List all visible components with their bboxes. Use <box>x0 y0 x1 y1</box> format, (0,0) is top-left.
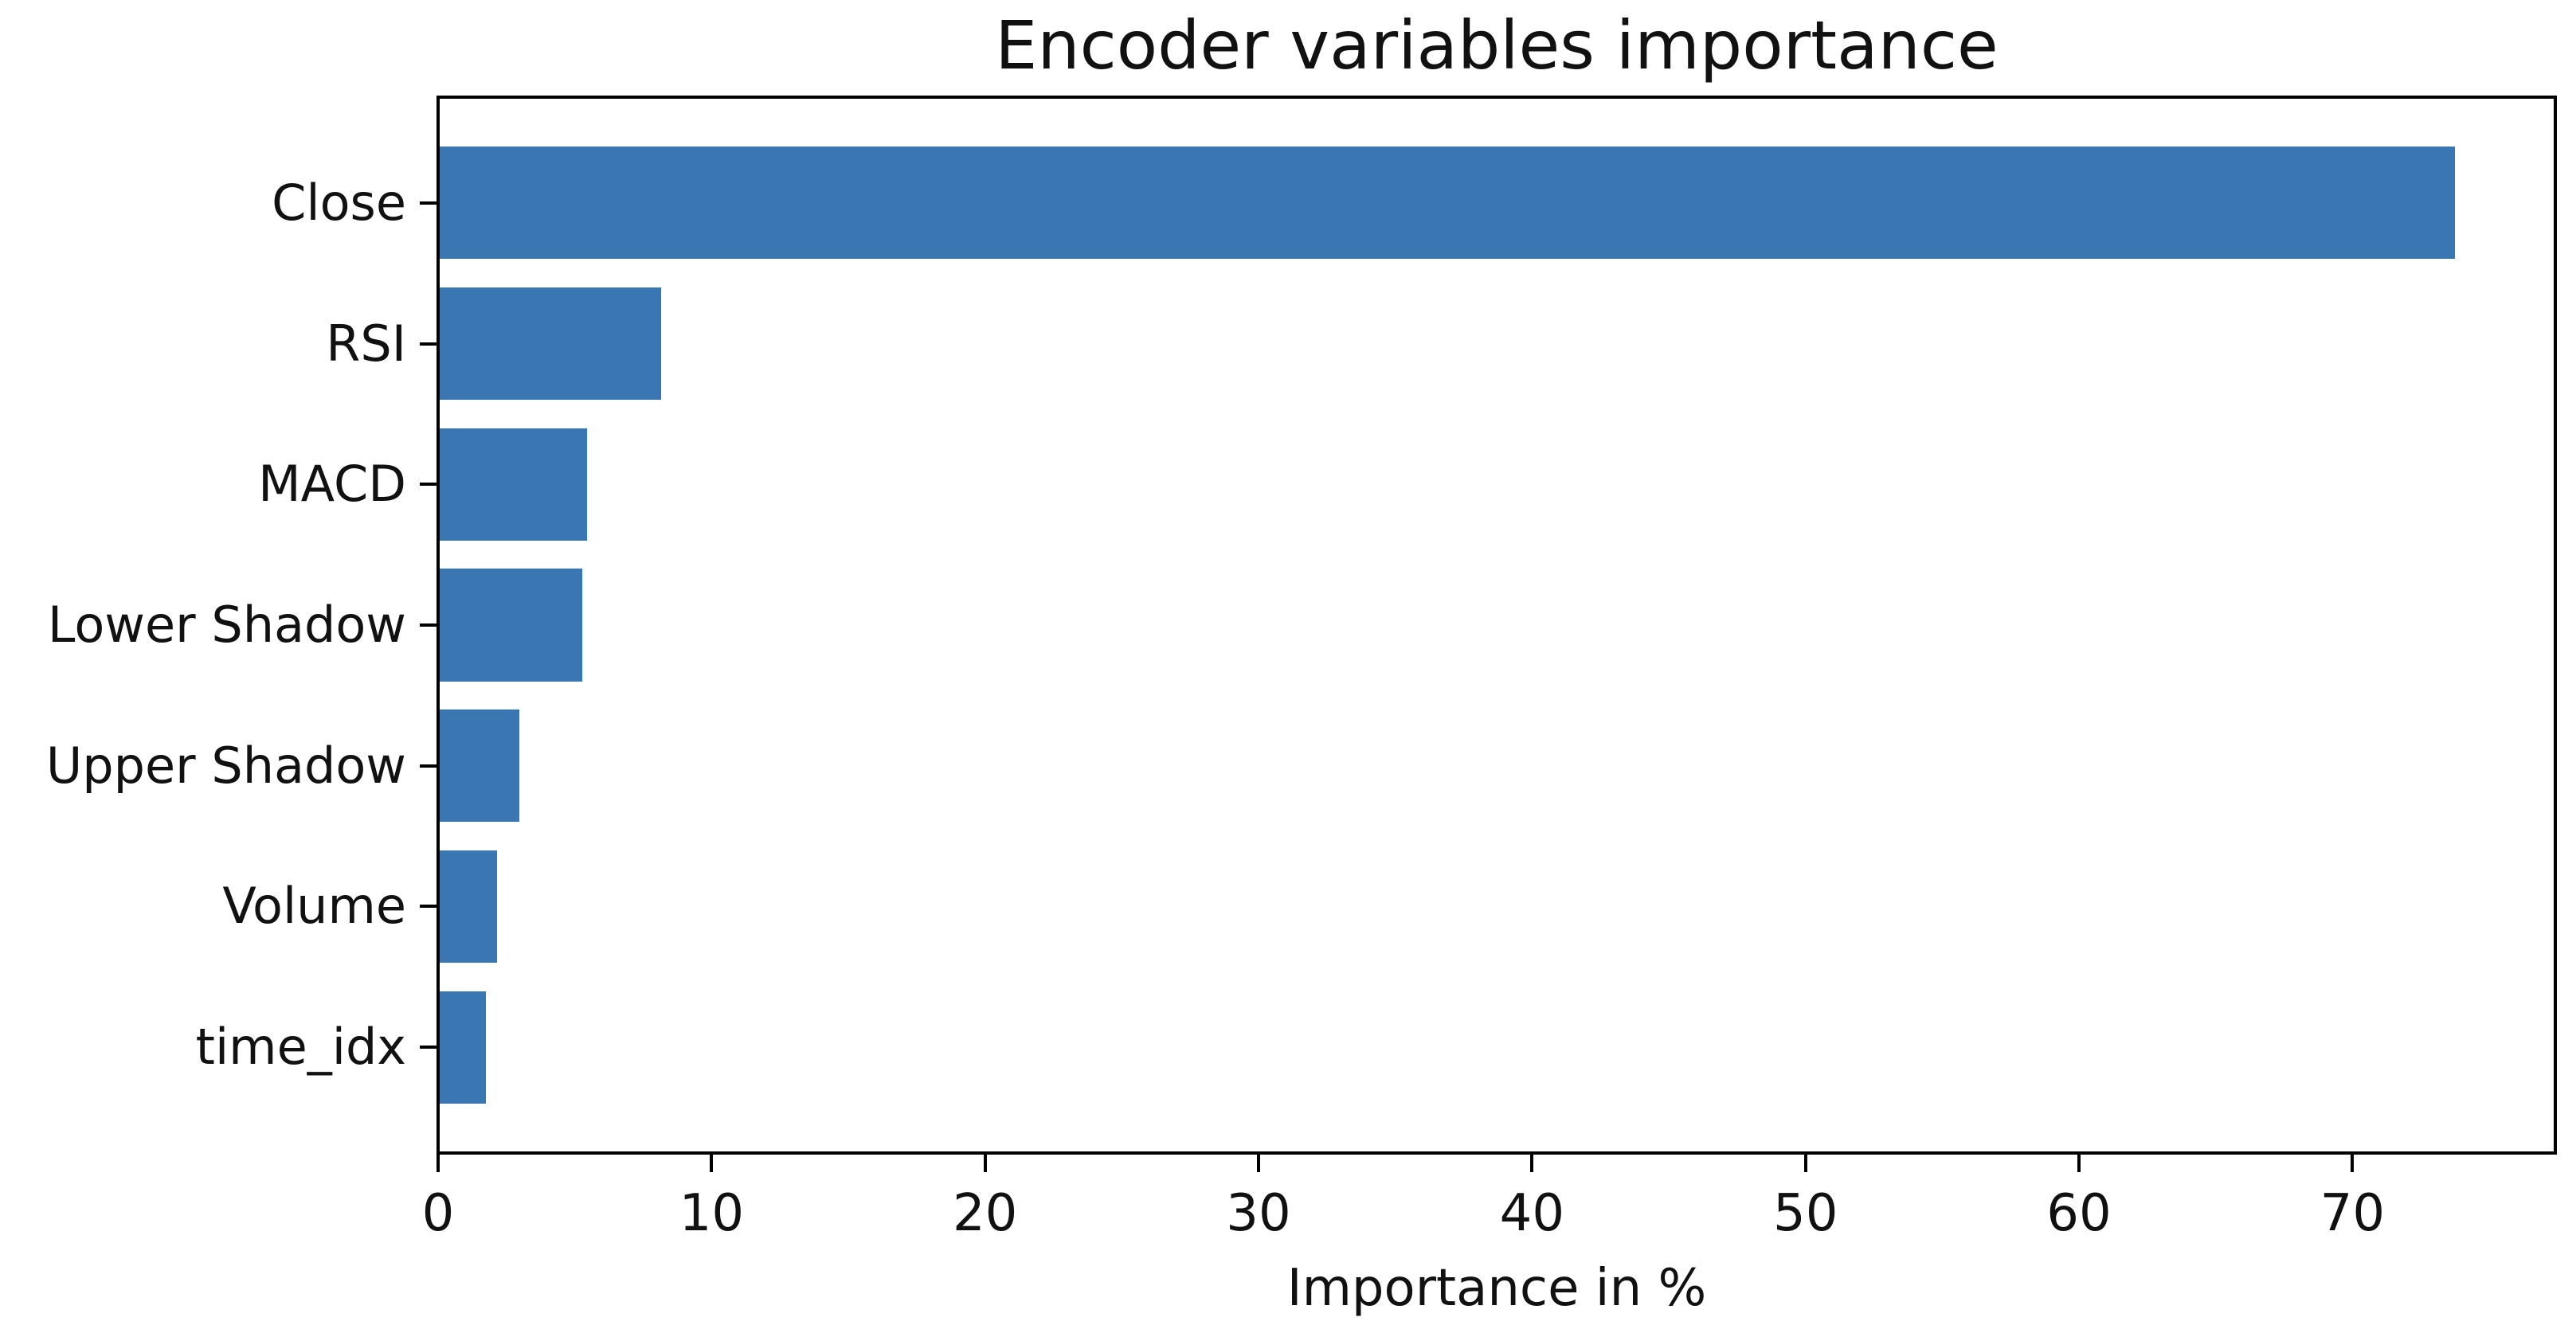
y-label-macd: MACD <box>258 455 406 514</box>
y-tick-rsi <box>420 342 437 346</box>
x-tick-10 <box>710 1155 714 1172</box>
y-label-upper-shadow: Upper Shadow <box>45 736 406 795</box>
y-label-time-idx: time_idx <box>195 1018 406 1077</box>
plot-area <box>437 96 2557 1155</box>
y-tick-macd <box>420 483 437 487</box>
bar-time-idx <box>440 991 487 1104</box>
x-tick-40 <box>1530 1155 1534 1172</box>
x-tick-label-30: 30 <box>1226 1184 1291 1243</box>
y-tick-close <box>420 201 437 205</box>
x-tick-20 <box>983 1155 987 1172</box>
x-tick-70 <box>2351 1155 2355 1172</box>
bar-volume <box>440 850 498 964</box>
x-tick-0 <box>437 1155 440 1172</box>
x-tick-label-70: 70 <box>2320 1184 2386 1243</box>
y-label-volume: Volume <box>222 877 406 936</box>
y-tick-lower-shadow <box>420 623 437 627</box>
y-label-lower-shadow: Lower Shadow <box>47 596 406 654</box>
x-tick-label-20: 20 <box>952 1184 1018 1243</box>
x-tick-label-10: 10 <box>679 1184 745 1243</box>
x-tick-label-50: 50 <box>1772 1184 1838 1243</box>
x-axis-label: Importance in % <box>1286 1259 1707 1318</box>
y-tick-time-idx <box>420 1046 437 1050</box>
x-tick-label-0: 0 <box>421 1184 455 1243</box>
bar-macd <box>440 428 588 541</box>
y-label-rsi: RSI <box>326 314 406 373</box>
x-tick-50 <box>1803 1155 1807 1172</box>
y-tick-volume <box>420 905 437 909</box>
x-tick-60 <box>2077 1155 2081 1172</box>
x-tick-label-40: 40 <box>1499 1184 1565 1243</box>
x-tick-30 <box>1257 1155 1260 1172</box>
y-tick-upper-shadow <box>420 764 437 768</box>
bar-rsi <box>440 287 662 401</box>
bar-upper-shadow <box>440 709 519 823</box>
bar-lower-shadow <box>440 569 582 682</box>
bar-close <box>440 147 2456 260</box>
x-tick-label-60: 60 <box>2046 1184 2112 1243</box>
chart-title: Encoder variables importance <box>995 6 1999 84</box>
y-label-close: Close <box>272 173 406 232</box>
